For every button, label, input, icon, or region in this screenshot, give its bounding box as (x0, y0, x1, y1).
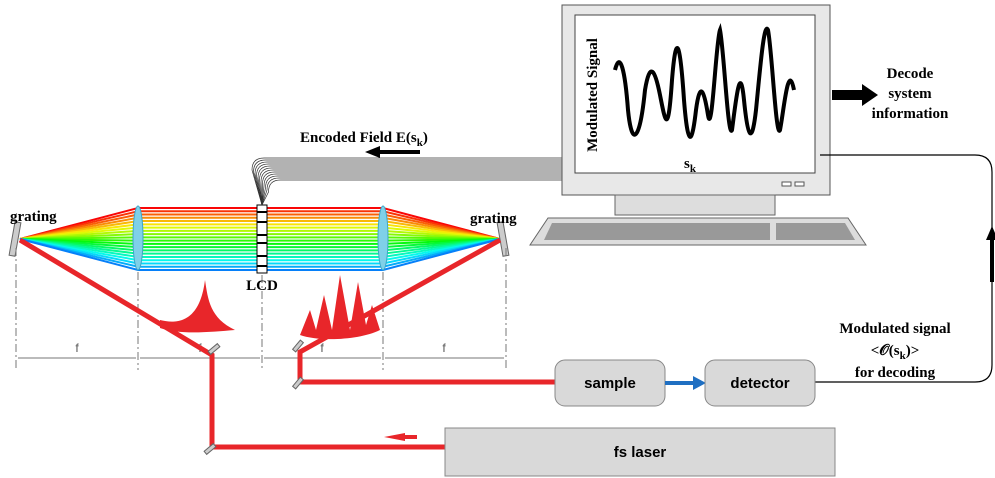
feedback-line (815, 154, 993, 383)
pulse (160, 280, 235, 333)
focal-label: f (320, 341, 324, 355)
beam-arrow (403, 435, 417, 439)
decode-text: Decode (887, 66, 934, 82)
modulated-text: for decoding (855, 365, 936, 381)
pulse (300, 275, 380, 340)
decode-text: system (888, 86, 932, 102)
focal-guides (15, 248, 507, 370)
laser-beam (18, 237, 555, 450)
lcd-pixels (257, 211, 267, 267)
focal-label: f (442, 341, 446, 355)
arrow (986, 226, 995, 282)
y-label: Modulated Signal (585, 38, 601, 152)
box-label: detector (730, 375, 789, 392)
box-label: fs laser (614, 444, 667, 461)
beam-arrow (384, 433, 405, 441)
encoded-end: ) (423, 130, 428, 146)
decode-text: information (872, 106, 949, 122)
lens (132, 205, 144, 271)
laser-box (444, 427, 836, 477)
lens (377, 205, 389, 271)
keys (776, 223, 855, 240)
x-label: sk (684, 156, 697, 175)
keys (544, 223, 770, 240)
arrow (693, 376, 706, 390)
modulated-end: )> (906, 343, 920, 359)
cable (261, 177, 578, 206)
cable (259, 167, 578, 206)
grating-label: grating (470, 211, 517, 227)
cable-bundle (251, 157, 578, 206)
modulated-sub: k (900, 350, 907, 362)
arrow (365, 146, 420, 158)
signal-curve (613, 22, 796, 139)
modulated-text: Modulated signal (839, 321, 950, 337)
arrow (832, 84, 878, 106)
box-label: sample (584, 375, 636, 392)
cable (260, 169, 578, 206)
x-label-main: s (684, 156, 690, 172)
detector-box (704, 359, 816, 407)
cable (261, 171, 578, 206)
grating (8, 221, 22, 257)
modulated-main: <𝒪(s (871, 343, 900, 359)
cable (261, 175, 578, 206)
cable (254, 161, 578, 206)
lcd-label: LCD (246, 278, 278, 294)
cable (261, 173, 578, 206)
encoded-sub: k (417, 137, 424, 149)
button (781, 181, 792, 187)
x-label-sub: k (690, 163, 697, 175)
mirror (203, 339, 305, 456)
cable (256, 163, 578, 206)
focal-label: f (75, 341, 79, 355)
button (794, 181, 805, 187)
stand (614, 194, 776, 216)
lcd (256, 204, 268, 274)
cable (261, 179, 578, 206)
cable (251, 157, 578, 206)
cable (253, 159, 578, 206)
grating-label: grating (10, 209, 57, 225)
screen (574, 14, 816, 174)
encoded-field: Encoded Field E(sk) (300, 130, 428, 149)
encoded-main: Encoded Field E(s (300, 130, 417, 146)
modulated-text: <𝒪(sk)> (871, 343, 920, 362)
cable (257, 165, 578, 206)
